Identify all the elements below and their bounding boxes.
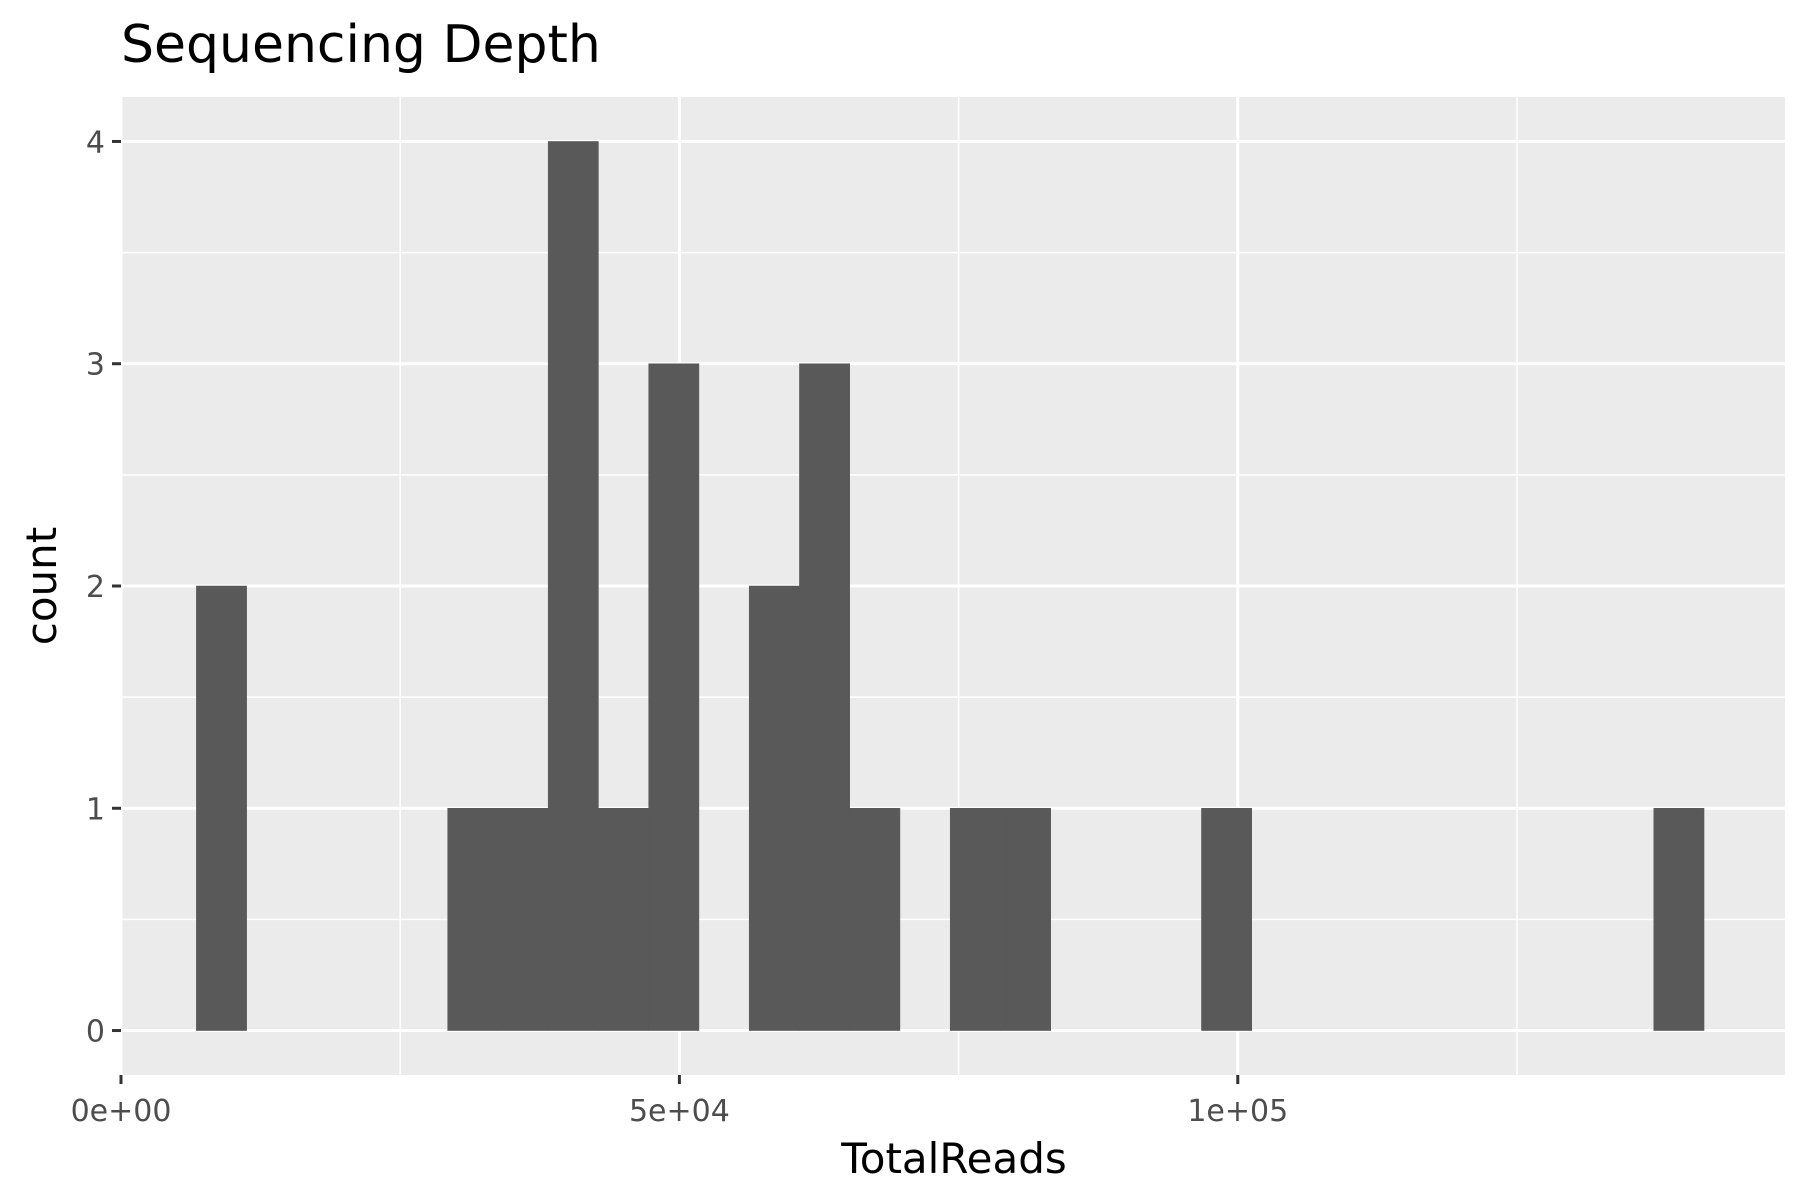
y-axis-title: count bbox=[17, 527, 66, 646]
histogram-bar bbox=[1653, 808, 1705, 1031]
x-axis: 0e+00 5e+04 1e+05 bbox=[71, 1075, 1288, 1129]
histogram-bar bbox=[547, 141, 599, 1031]
y-tick-label: 3 bbox=[86, 348, 105, 383]
x-tick-label: 1e+05 bbox=[1187, 1094, 1288, 1129]
y-tick-label: 0 bbox=[86, 1015, 105, 1050]
y-axis: 0 1 2 3 4 bbox=[86, 125, 121, 1050]
histogram-bar bbox=[799, 363, 850, 1031]
x-axis-title: TotalReads bbox=[840, 1134, 1067, 1183]
x-tick-label: 5e+04 bbox=[629, 1094, 730, 1129]
chart-title: Sequencing Depth bbox=[121, 15, 601, 75]
histogram-bar bbox=[598, 808, 649, 1031]
histogram-bar bbox=[949, 808, 1001, 1031]
x-tick-label: 0e+00 bbox=[71, 1094, 172, 1129]
histogram-bar bbox=[196, 585, 247, 1031]
histogram-bar bbox=[849, 808, 901, 1031]
histogram-bar bbox=[1201, 808, 1252, 1031]
histogram-bar bbox=[648, 363, 700, 1031]
y-tick-label: 2 bbox=[86, 570, 105, 605]
histogram-bar bbox=[748, 585, 800, 1031]
histogram-bars bbox=[196, 141, 1705, 1031]
histogram-bar bbox=[447, 808, 499, 1031]
y-tick-label: 1 bbox=[86, 792, 105, 827]
y-tick-label: 4 bbox=[86, 125, 105, 160]
histogram-bar bbox=[497, 808, 549, 1031]
histogram-bar bbox=[1000, 808, 1051, 1031]
